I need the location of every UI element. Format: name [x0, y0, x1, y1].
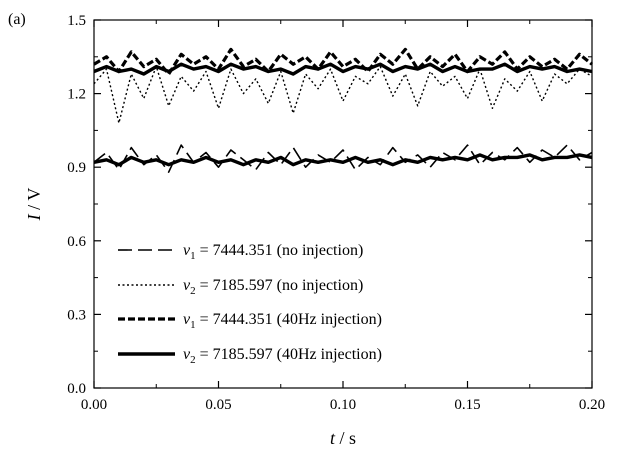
x-tick-label: 0.20: [579, 397, 605, 413]
legend-label-4: v2 = 7185.597 (40Hz injection): [183, 346, 382, 366]
legend-label-3: v1 = 7444.351 (40Hz injection): [183, 311, 382, 331]
x-tick-label: 0.00: [81, 397, 107, 413]
series-line-5: [93, 62, 593, 76]
y-axis-label: I / V: [24, 188, 44, 222]
legend-label-1: v1 = 7444.351 (no injection): [183, 242, 363, 262]
y-tick-label: 0.0: [67, 381, 86, 397]
y-tick-label: 0.3: [67, 307, 86, 323]
y-tick-label: 0.9: [67, 160, 86, 176]
x-axis-label: t / s: [330, 428, 356, 448]
x-tick-label: 0.15: [454, 397, 480, 413]
y-tick-label: 0.6: [67, 234, 86, 250]
x-tick-label: 0.10: [330, 397, 356, 413]
y-tick-label: 1.5: [67, 13, 86, 29]
series-line-2: [93, 65, 593, 124]
legend: v1 = 7444.351 (no injection) v2 = 7185.59…: [118, 242, 382, 366]
panel-label: (a): [8, 11, 26, 28]
x-tick-label: 0.05: [205, 397, 231, 413]
y-tick-label: 1.2: [67, 87, 86, 103]
legend-label-2: v2 = 7185.597 (no injection): [183, 277, 363, 297]
series-line-3: [93, 47, 593, 76]
series-layer: [93, 47, 593, 173]
axis-ticks: 0.00 0.05 0.10 0.15 0.20 0.0 0.3 0.6 0.9 1.2 1.5: [67, 13, 605, 413]
plot-frame: [93, 19, 593, 389]
series-line-4: [93, 153, 593, 167]
